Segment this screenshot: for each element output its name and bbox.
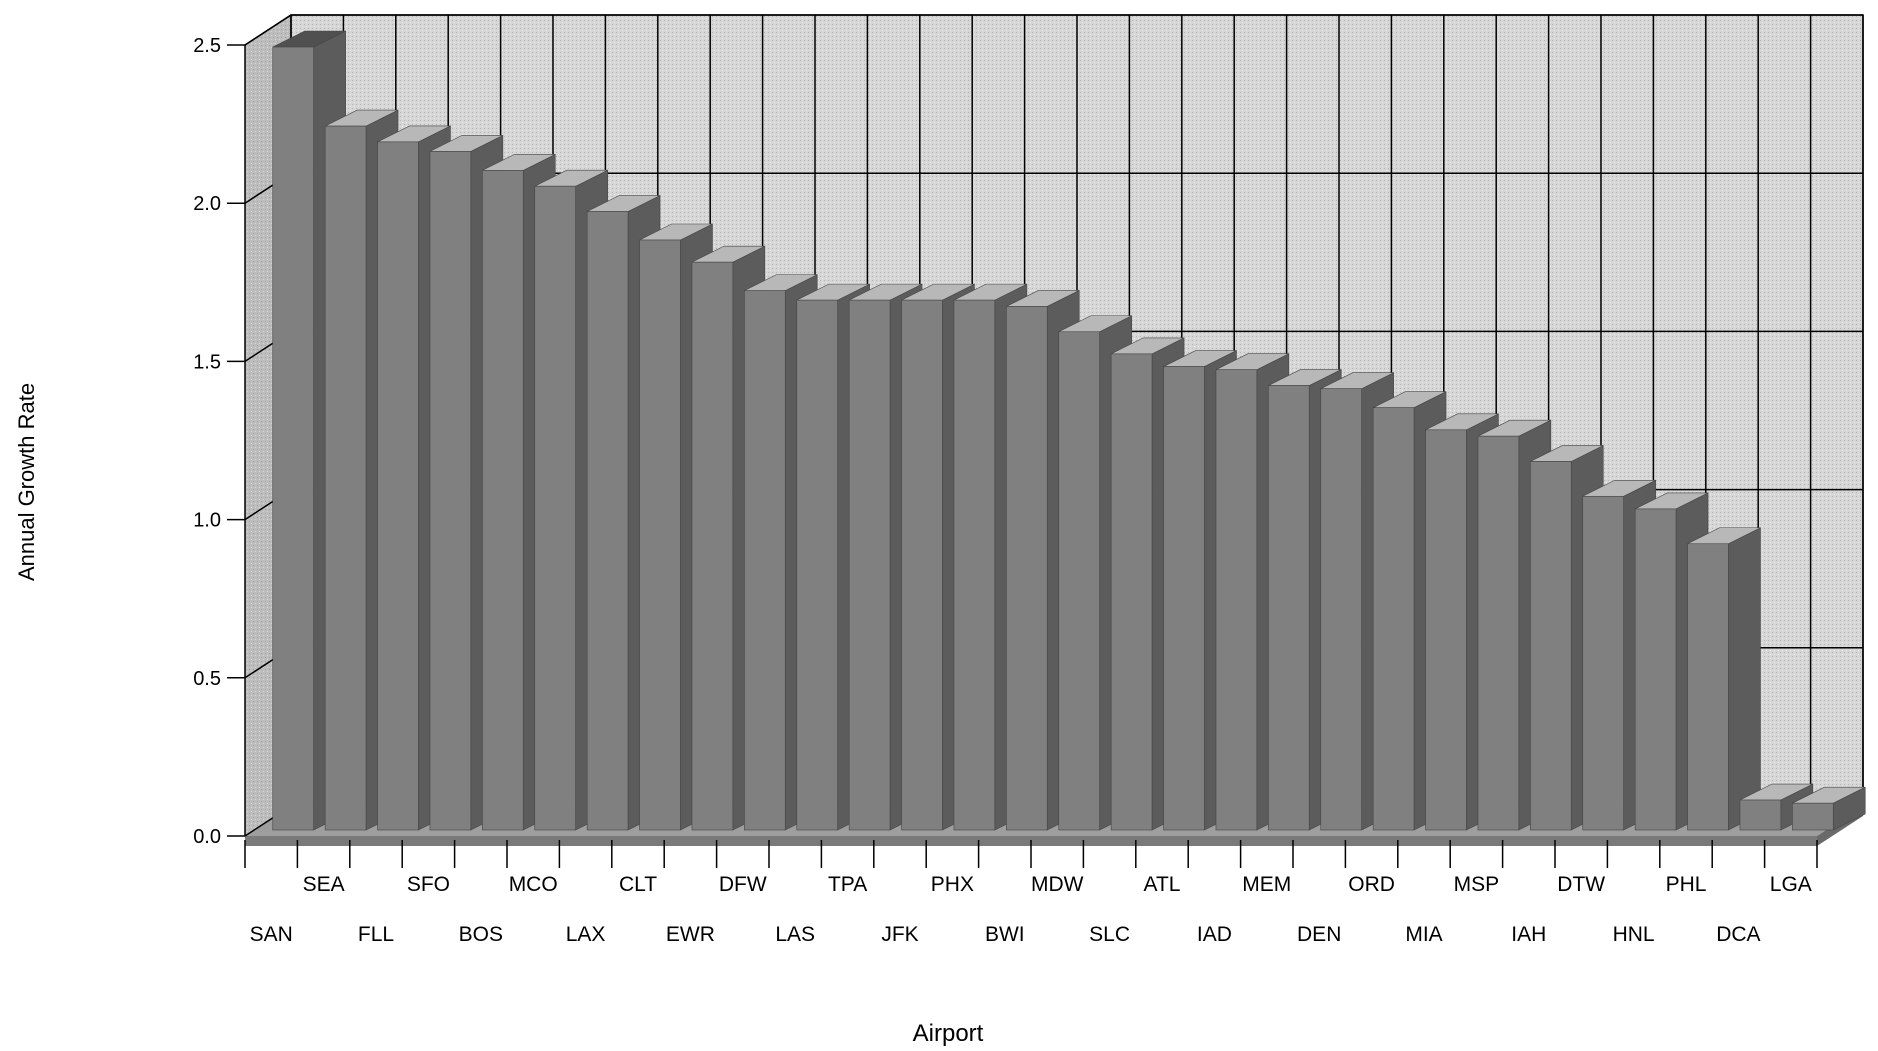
bar-front (1739, 799, 1782, 831)
chart-bars (272, 30, 1866, 831)
x-tick-label: EWR (666, 923, 715, 946)
y-tick-label: 2.0 (193, 193, 221, 215)
bar-front (1163, 366, 1205, 831)
x-tick-label: IAH (1511, 923, 1546, 946)
left-wall-top-edge (244, 14, 292, 46)
bar-front (1477, 435, 1520, 831)
x-tick-label: SAN (250, 923, 293, 946)
x-tick-label: MCO (509, 873, 558, 896)
bar-front (377, 141, 419, 831)
bar-front (1372, 407, 1415, 831)
x-tick-label: SFO (407, 873, 450, 896)
x-tick-label: LAX (566, 923, 606, 946)
y-axis-label: Annual Growth Rate (14, 383, 39, 581)
bar-front (586, 211, 629, 831)
bar-front (482, 170, 524, 831)
x-tick-label: MDW (1031, 873, 1084, 896)
bar-side (1728, 527, 1761, 831)
bar-front (1215, 369, 1258, 831)
bar-front (744, 290, 786, 831)
x-tick-label: SEA (303, 873, 345, 896)
bar-front (639, 239, 681, 831)
bar (1687, 527, 1761, 831)
bar-front (1110, 353, 1153, 831)
bar-front (848, 299, 891, 831)
bar-front (1530, 461, 1572, 831)
y-tick-label: 2.5 (193, 35, 221, 57)
y-tick-label: 0.0 (193, 826, 221, 848)
x-tick-label: SLC (1089, 923, 1130, 946)
bar-front (534, 185, 576, 831)
bar-front (429, 151, 472, 831)
bar-front (691, 261, 734, 831)
x-tick-label: IAD (1197, 923, 1232, 946)
x-axis-label: Airport (913, 1020, 984, 1047)
y-tick-label: 1.5 (193, 351, 221, 373)
bar-front (1582, 495, 1624, 831)
bar-front (1058, 331, 1100, 831)
bar-front (1792, 802, 1834, 831)
bar-front (1634, 508, 1677, 831)
bar-front (272, 46, 314, 831)
x-tick-label: PHL (1666, 873, 1707, 896)
x-tick-label: MEM (1242, 873, 1291, 896)
x-tick-label: MSP (1454, 873, 1500, 896)
bar (901, 283, 975, 831)
x-tick-label: MIA (1405, 923, 1442, 946)
bar-front (1425, 429, 1467, 831)
x-tick-label: TPA (828, 873, 867, 896)
chart-axes: 0.0 0.5 1.0 1.5 2.0 2.5 SAN SEA FLL SFO BOS MCO LAX C… (193, 35, 1818, 946)
x-tick-label: BOS (459, 923, 503, 946)
x-tick-label: CLT (619, 873, 657, 896)
x-tick-label: BWI (985, 923, 1025, 946)
bar (1792, 786, 1866, 831)
x-tick-label: ATL (1144, 873, 1181, 896)
x-tick-label: LAS (775, 923, 815, 946)
x-tick-label: PHX (931, 873, 974, 896)
bar-front (1687, 543, 1729, 831)
x-tick-label: FLL (358, 923, 394, 946)
x-tick-label: DTW (1557, 873, 1605, 896)
bar-front (1320, 388, 1362, 831)
x-tick-label: ORD (1348, 873, 1395, 896)
x-tick-label: JFK (881, 923, 918, 946)
y-tick-label: 1.0 (193, 510, 221, 532)
x-tick-label: LGA (1770, 873, 1812, 896)
bar-front (1268, 385, 1310, 831)
bar-front (324, 125, 367, 831)
x-tick-label: DEN (1297, 923, 1341, 946)
y-tick-label: 0.5 (193, 668, 221, 690)
x-tick-label: DCA (1716, 923, 1760, 946)
bar-front (796, 299, 838, 831)
x-tick-label: HNL (1613, 923, 1655, 946)
bar-front (1006, 306, 1048, 831)
bar-front (953, 299, 996, 831)
bar-front (901, 299, 943, 831)
x-tick-label: DFW (719, 873, 767, 896)
